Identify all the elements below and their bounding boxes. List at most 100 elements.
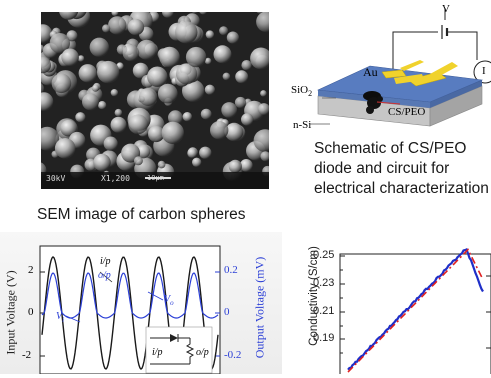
carbon-sphere <box>41 92 54 111</box>
sem-scale-label: 10μm <box>147 174 164 182</box>
carbon-sphere <box>122 44 140 62</box>
carbon-sphere <box>41 56 51 74</box>
sem-magnification-label: X1,200 <box>101 174 130 183</box>
carbon-sphere <box>205 30 215 39</box>
carbon-sphere <box>191 12 199 14</box>
carbon-sphere <box>41 83 45 95</box>
conductivity-y-ticks <box>340 255 345 354</box>
io-annotation-ip: i/p <box>100 256 111 267</box>
io-left-tick-0: 0 <box>28 306 34 318</box>
schematic-caption-line-3: electrical characterization <box>314 180 489 197</box>
carbon-sphere <box>210 121 229 140</box>
carbon-sphere <box>127 18 145 36</box>
carbon-sphere <box>51 73 72 94</box>
carbon-sphere <box>192 157 202 167</box>
io-inset-op: o/p <box>196 347 209 358</box>
carbon-sphere <box>54 138 76 159</box>
io-right-tick-02: 0.2 <box>224 264 238 276</box>
carbon-sphere <box>97 60 120 84</box>
ammeter-icon <box>473 60 491 84</box>
carbon-sphere <box>66 30 78 42</box>
carbon-sphere <box>162 12 174 18</box>
io-right-tick-0: 0 <box>224 306 230 318</box>
schematic-caption-line-1: Schematic of CS/PEO <box>314 140 467 157</box>
io-left-tick-2: 2 <box>28 264 34 276</box>
carbon-sphere <box>161 121 184 144</box>
au-electrode-left <box>381 69 407 79</box>
cs-peo-label: CS/PEO <box>388 106 426 118</box>
carbon-sphere <box>114 108 123 117</box>
circuit-wire <box>392 31 438 76</box>
conductivity-plot <box>339 248 491 374</box>
carbon-sphere <box>108 16 127 35</box>
carbon-sphere <box>159 46 180 68</box>
io-ylabel-right: Output Voltage (mV) <box>252 256 267 359</box>
carbon-sphere <box>187 148 198 159</box>
sem-caption: SEM image of carbon spheres <box>37 206 246 223</box>
carbon-sphere <box>41 24 53 43</box>
carbon-sphere <box>77 55 85 62</box>
carbon-sphere <box>49 33 70 54</box>
carbon-sphere <box>224 122 244 142</box>
voltage-source-label: V <box>442 3 450 15</box>
carbon-sphere <box>253 129 269 152</box>
conductivity-tick-025: 0.25 <box>313 249 335 261</box>
carbon-sphere <box>258 103 269 116</box>
io-right-tick-neg02: -0.2 <box>224 349 242 361</box>
carbon-sphere <box>200 108 212 120</box>
io-voltage-plot <box>39 245 221 374</box>
carbon-sphere <box>250 47 269 70</box>
carbon-sphere <box>139 87 158 106</box>
carbon-spheres-image <box>41 12 269 189</box>
carbon-sphere <box>82 93 99 111</box>
carbon-sphere <box>234 96 247 109</box>
cs-peo-blob <box>363 91 383 114</box>
conductivity-tick-019: 0.19 <box>313 332 335 344</box>
schematic-caption-line-2: diode and circuit for <box>314 160 450 177</box>
carbon-sphere <box>241 60 252 71</box>
carbon-sphere <box>222 72 231 81</box>
carbon-sphere <box>204 57 212 65</box>
carbon-sphere <box>175 21 198 44</box>
au-label: Au <box>363 65 378 79</box>
conductivity-tick-021: 0.21 <box>313 305 335 317</box>
carbon-sphere <box>204 84 215 95</box>
carbon-sphere <box>241 113 254 126</box>
sem-image: 30kV X1,200 10μm <box>41 12 269 189</box>
carbon-sphere <box>239 159 253 172</box>
conductivity-data-series <box>347 248 484 371</box>
carbon-sphere <box>89 37 109 57</box>
io-annotation-vo: Vo <box>164 294 174 307</box>
sem-voltage-label: 30kV <box>46 174 66 183</box>
carbon-sphere <box>110 116 127 133</box>
carbon-sphere <box>256 12 269 33</box>
carbon-sphere <box>132 62 149 79</box>
carbon-sphere <box>147 66 168 87</box>
carbon-sphere <box>91 84 100 92</box>
carbon-sphere <box>182 79 205 103</box>
io-annotation-vi: Vi <box>56 311 65 324</box>
carbon-sphere <box>213 45 232 64</box>
carbon-sphere <box>59 12 79 20</box>
carbon-sphere <box>61 48 79 67</box>
carbon-sphere <box>260 90 267 97</box>
conductivity-fit-series <box>347 248 484 373</box>
carbon-sphere <box>103 136 118 151</box>
carbon-sphere <box>168 110 183 126</box>
io-left-tick-neg2: -2 <box>22 349 32 361</box>
diode-symbol <box>170 334 178 342</box>
carbon-sphere <box>98 101 107 110</box>
schematic-caption: Schematic of CS/PEO diode and circuit fo… <box>314 139 489 199</box>
carbon-sphere <box>102 24 111 33</box>
carbon-sphere <box>111 12 119 17</box>
carbon-sphere <box>110 89 119 97</box>
carbon-sphere <box>41 126 60 151</box>
carbon-sphere <box>260 151 269 162</box>
carbon-sphere <box>226 31 239 44</box>
io-ylabel-left: Input Voltage (V) <box>3 270 18 355</box>
carbon-sphere <box>148 125 165 143</box>
diode-schematic <box>310 8 491 127</box>
carbon-sphere <box>78 64 97 83</box>
carbon-sphere <box>219 26 229 36</box>
nsi-label: n-Si <box>293 119 312 131</box>
